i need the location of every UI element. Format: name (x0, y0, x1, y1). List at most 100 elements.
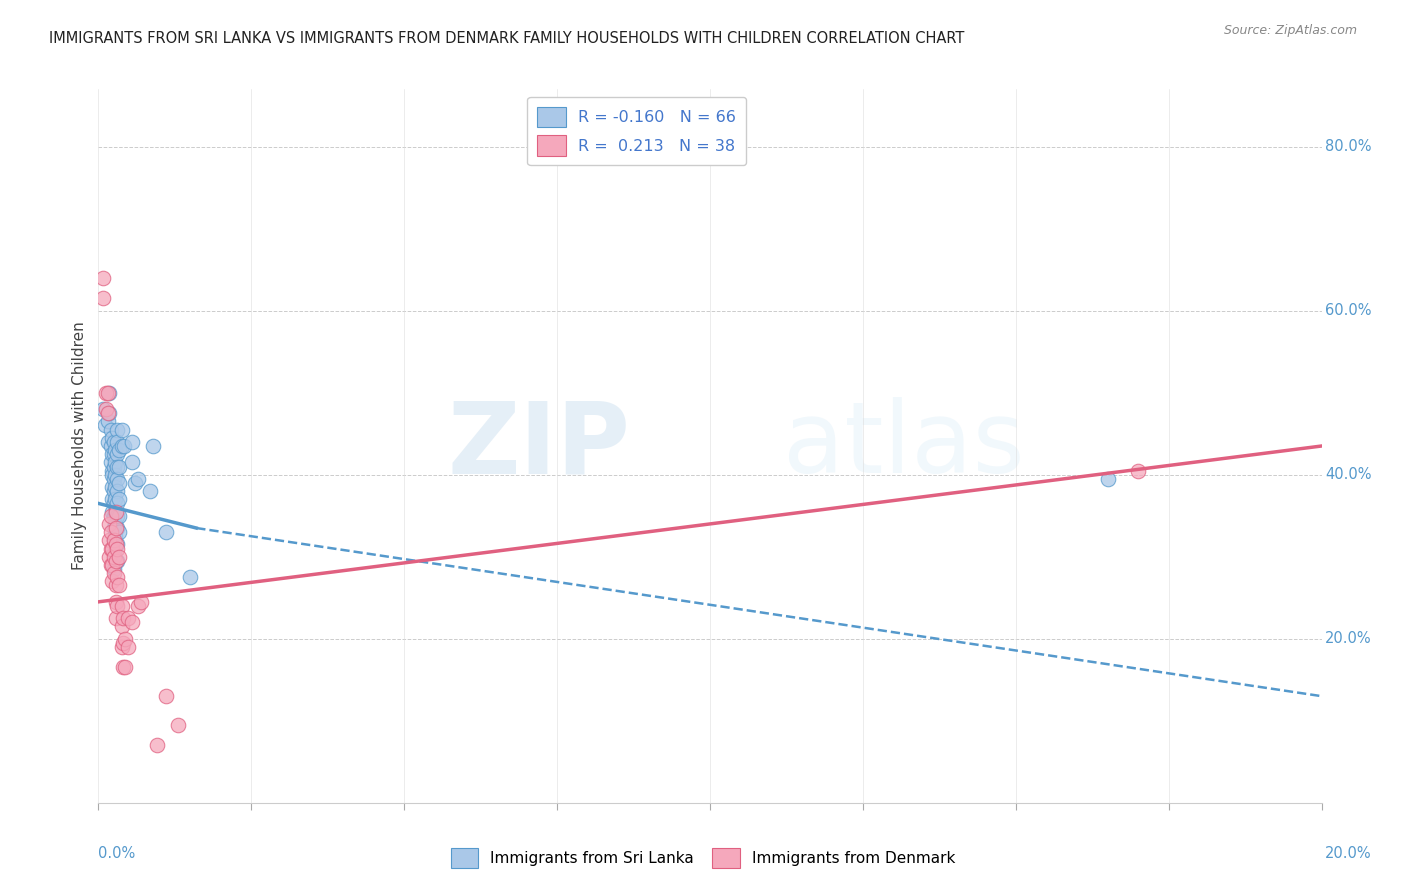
Point (155, 689, 177, 703)
Text: ZIP: ZIP (447, 398, 630, 494)
Point (105, 472, 128, 486)
Point (1128, 464, 1150, 478)
Point (97, 434, 120, 449)
Point (107, 578, 129, 592)
Point (107, 459, 129, 474)
Point (100, 541, 122, 556)
Point (111, 619, 134, 633)
Point (121, 615, 143, 630)
Point (101, 558, 124, 572)
Point (103, 434, 125, 449)
Point (112, 439, 135, 453)
Point (101, 467, 124, 482)
Text: 80.0%: 80.0% (1326, 139, 1372, 154)
Point (111, 599, 134, 613)
Point (104, 521, 127, 535)
Point (105, 447, 128, 461)
Point (103, 533, 125, 548)
Point (104, 505, 127, 519)
Point (111, 423, 134, 437)
Point (121, 434, 143, 449)
Point (101, 505, 124, 519)
Point (94, 402, 117, 417)
Point (101, 480, 124, 494)
Point (104, 595, 127, 609)
Point (91, 402, 114, 417)
Point (127, 472, 149, 486)
Point (103, 549, 125, 564)
Text: IMMIGRANTS FROM SRI LANKA VS IMMIGRANTS FROM DENMARK FAMILY HOUSEHOLDS WITH CHIL: IMMIGRANTS FROM SRI LANKA VS IMMIGRANTS … (49, 31, 965, 46)
Point (101, 464, 124, 478)
Point (105, 537, 128, 551)
Point (114, 660, 136, 674)
Point (167, 718, 190, 732)
Point (105, 423, 128, 437)
Point (103, 496, 125, 510)
Point (105, 459, 128, 474)
Point (139, 484, 162, 499)
Text: 60.0%: 60.0% (1326, 303, 1372, 318)
Point (1097, 472, 1119, 486)
Point (103, 562, 125, 576)
Point (105, 521, 128, 535)
Point (100, 558, 122, 572)
Point (121, 455, 143, 469)
Legend: R = -0.160   N = 66, R =  0.213   N = 38: R = -0.160 N = 66, R = 0.213 N = 38 (527, 97, 747, 165)
Point (98, 406, 121, 420)
Y-axis label: Family Households with Children: Family Households with Children (72, 322, 87, 570)
Point (105, 434, 128, 449)
Text: 0.0%: 0.0% (98, 846, 135, 861)
Point (91, 270, 114, 285)
Point (101, 431, 124, 445)
Point (100, 525, 122, 540)
Point (111, 636, 134, 650)
Point (114, 632, 136, 646)
Point (103, 521, 125, 535)
Point (103, 472, 125, 486)
Point (101, 541, 124, 556)
Point (100, 423, 122, 437)
Point (107, 549, 129, 564)
Point (145, 739, 167, 753)
Point (105, 570, 128, 584)
Point (104, 611, 127, 625)
Point (98, 385, 121, 400)
Point (103, 533, 125, 548)
Point (117, 640, 139, 654)
Legend: Immigrants from Sri Lanka, Immigrants from Denmark: Immigrants from Sri Lanka, Immigrants fr… (444, 842, 962, 873)
Point (104, 578, 127, 592)
Point (97, 406, 120, 420)
Point (103, 566, 125, 581)
Point (124, 475, 146, 490)
Point (100, 455, 122, 469)
Point (98, 549, 121, 564)
Point (111, 439, 134, 453)
Point (104, 529, 127, 543)
Point (104, 467, 127, 482)
Point (100, 439, 122, 453)
Point (103, 459, 125, 474)
Point (104, 443, 127, 458)
Point (111, 640, 134, 654)
Text: atlas: atlas (783, 398, 1025, 494)
Point (104, 480, 127, 494)
Point (97, 385, 120, 400)
Point (107, 508, 129, 523)
Point (94, 385, 117, 400)
Point (107, 492, 129, 507)
Point (127, 599, 149, 613)
Point (111, 660, 134, 674)
Point (105, 554, 128, 568)
Text: 20.0%: 20.0% (1326, 846, 1372, 861)
Point (107, 475, 129, 490)
Point (104, 554, 127, 568)
Point (104, 537, 127, 551)
Point (101, 447, 124, 461)
Point (129, 595, 152, 609)
Point (155, 525, 177, 540)
Point (105, 496, 128, 510)
Point (105, 508, 128, 523)
Point (179, 570, 201, 584)
Point (105, 541, 128, 556)
Point (97, 414, 120, 428)
